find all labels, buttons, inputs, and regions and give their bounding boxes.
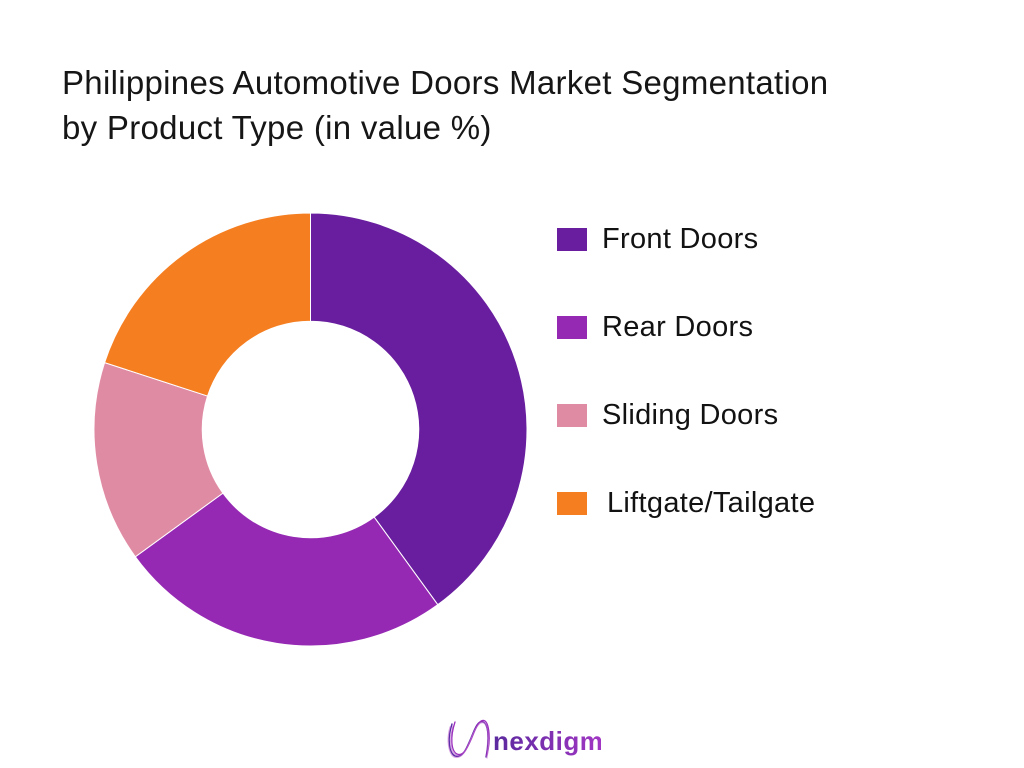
legend-swatch-sliding-doors [557,403,587,427]
legend-label-liftgate-tailgate: Liftgate/Tailgate [607,486,816,519]
donut-segment-front-doors [310,212,528,606]
legend: Front Doors Rear Doors Sliding Doors Lif… [557,223,815,519]
legend-label-front-doors: Front Doors [602,222,759,255]
nexdigm-logo: nexdigm [447,719,601,759]
nexdigm-logo-text: nexdigm [493,726,601,756]
legend-item-front-doors: Front Doors [557,223,815,255]
page-title: Philippines Automotive Doors Market Segm… [62,60,992,150]
legend-item-rear-doors: Rear Doors [557,311,815,343]
legend-item-liftgate-tailgate: Liftgate/Tailgate [557,487,815,519]
legend-swatch-front-doors [557,227,587,251]
page-title-line-2: by Product Type (in value %) [62,109,492,146]
donut-segment-liftgate-tailgate [103,212,311,397]
legend-swatch-rear-doors [557,315,587,339]
legend-label-sliding-doors: Sliding Doors [602,398,779,431]
legend-label-rear-doors: Rear Doors [602,310,754,343]
legend-item-sliding-doors: Sliding Doors [557,399,815,431]
donut-chart [93,212,528,647]
nexdigm-n-mark [447,719,490,759]
page-title-line-1: Philippines Automotive Doors Market Segm… [62,64,829,101]
legend-swatch-liftgate-tailgate [557,491,587,515]
donut-segment-rear-doors [134,492,439,647]
donut-segment-sliding-doors [93,361,224,558]
